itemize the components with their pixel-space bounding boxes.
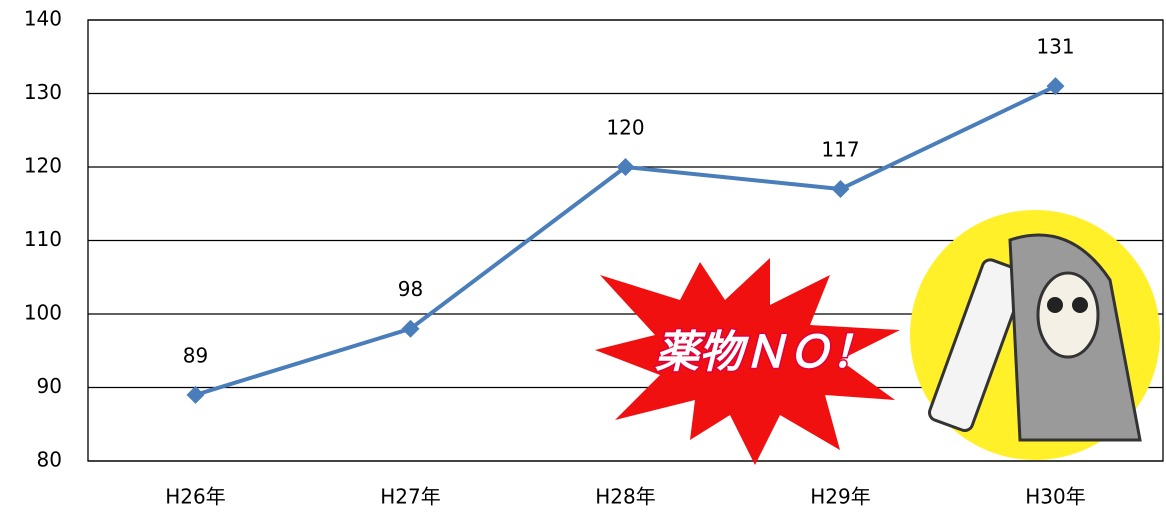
x-tick-label: H30年	[1025, 485, 1086, 509]
data-label: 131	[1036, 35, 1074, 59]
illustration	[595, 210, 1160, 465]
point-marker	[186, 385, 205, 404]
y-tick-label: 100	[24, 301, 62, 325]
x-tick-label: H29年	[810, 485, 871, 509]
point-marker	[616, 158, 635, 176]
y-tick-label: 90	[37, 374, 62, 398]
point-marker	[831, 180, 850, 199]
syringe	[928, 258, 1027, 432]
starburst	[595, 258, 900, 465]
data-label: 117	[821, 138, 859, 162]
data-label: 89	[183, 343, 208, 367]
y-tick-label: 120	[24, 154, 62, 178]
y-tick-label: 80	[37, 448, 62, 472]
y-tick-label: 110	[24, 227, 62, 251]
point-marker	[401, 319, 420, 338]
annotation: 薬物ＮＯ！	[655, 327, 875, 378]
skull	[1036, 271, 1100, 359]
y-tick-label: 140	[24, 7, 62, 31]
eye	[1072, 297, 1088, 313]
x-tick-label: H26年	[165, 485, 226, 509]
data-label: 98	[398, 277, 423, 301]
y-tick-label: 130	[24, 80, 62, 104]
x-tick-label: H27年	[380, 485, 441, 509]
x-tick-label: H28年	[595, 485, 656, 509]
point-marker	[1046, 77, 1065, 96]
eye	[1047, 297, 1063, 313]
data-label: 120	[606, 116, 644, 140]
